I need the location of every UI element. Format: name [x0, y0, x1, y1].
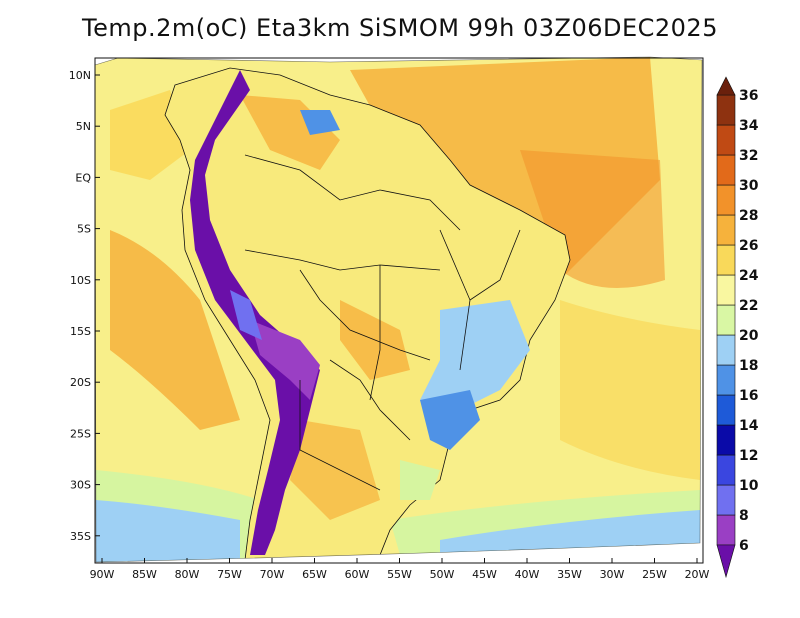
lon-label: 70W — [260, 568, 285, 581]
colorbar-segment — [716, 94, 736, 126]
lon-label: 45W — [472, 568, 497, 581]
colorbar-label: 28 — [739, 208, 758, 224]
lon-label: 80W — [175, 568, 200, 581]
colorbar-segment — [716, 394, 736, 426]
colorbar-segment — [716, 454, 736, 486]
lon-label: 35W — [557, 568, 582, 581]
lat-label: 25S — [70, 427, 91, 440]
latitude-axis: 10N 5N EQ 5S 10S 15S 20S 25S 30S 35S — [69, 69, 100, 543]
colorbar: 6 8 10 12 14 16 18 20 22 24 26 28 30 32 34 36 — [716, 76, 759, 579]
colorbar-segment — [716, 184, 736, 216]
lat-label: 30S — [70, 479, 91, 492]
lon-label: 40W — [515, 568, 540, 581]
colorbar-label: 36 — [739, 88, 758, 104]
colorbar-segment — [716, 124, 736, 156]
colorbar-min-arrow — [716, 544, 736, 579]
colorbar-label: 26 — [739, 238, 758, 254]
colorbar-max-arrow — [716, 76, 736, 96]
colorbar-segment — [716, 484, 736, 516]
colorbar-segment — [716, 334, 736, 366]
lon-label: 85W — [132, 568, 157, 581]
colorbar-label: 30 — [739, 178, 759, 194]
colorbar-label: 14 — [739, 418, 759, 434]
colorbar-label: 6 — [739, 538, 749, 554]
colorbar-label: 32 — [739, 148, 758, 164]
longitude-axis: 90W 85W 80W 75W 70W 65W 60W 55W 50W 45W 40W 35W 30W 2… — [90, 558, 710, 581]
lon-label: 90W — [90, 568, 115, 581]
colorbar-segment — [716, 304, 736, 336]
lon-label: 20W — [685, 568, 710, 581]
colorbar-label: 10 — [739, 478, 759, 494]
lat-label: 35S — [70, 530, 91, 543]
colorbar-label: 24 — [739, 268, 759, 284]
lon-label: 25W — [642, 568, 667, 581]
colorbar-segment — [716, 424, 736, 456]
lon-label: 75W — [217, 568, 242, 581]
lat-label: 5S — [77, 223, 91, 236]
colorbar-segment — [716, 514, 736, 546]
colorbar-segment — [716, 154, 736, 186]
lon-label: 30W — [600, 568, 625, 581]
lat-label: 5N — [76, 120, 91, 133]
map-domain — [95, 57, 702, 562]
colorbar-segment — [716, 214, 736, 246]
colorbar-label: 22 — [739, 298, 758, 314]
colorbar-label: 8 — [739, 508, 749, 524]
colorbar-label: 34 — [739, 118, 759, 134]
lat-label: 15S — [70, 325, 91, 338]
colorbar-label: 18 — [739, 358, 758, 374]
colorbar-segment — [716, 274, 736, 306]
colorbar-label: 16 — [739, 388, 758, 404]
map-title: Temp.2m(oC) Eta3km SiSMOM 99h 03Z06DEC20… — [82, 14, 718, 42]
lon-label: 50W — [430, 568, 455, 581]
lon-label: 60W — [345, 568, 370, 581]
colorbar-label: 20 — [739, 328, 759, 344]
lat-label: EQ — [75, 171, 91, 184]
lat-label: 10S — [70, 274, 91, 287]
lat-label: 10N — [69, 69, 91, 82]
colorbar-segment — [716, 244, 736, 276]
colorbar-label: 12 — [739, 448, 758, 464]
lat-label: 20S — [70, 376, 91, 389]
lon-label: 65W — [302, 568, 327, 581]
andes-cold-band — [190, 70, 320, 555]
lon-label: 55W — [387, 568, 412, 581]
colorbar-segment — [716, 364, 736, 396]
